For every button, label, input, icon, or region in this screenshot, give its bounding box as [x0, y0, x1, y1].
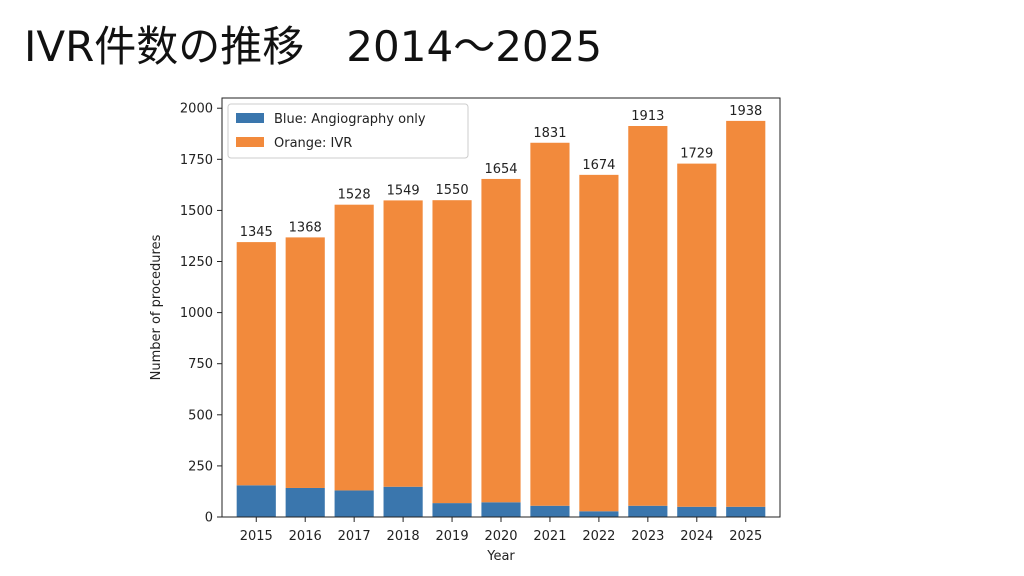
bar-angiography-2022 — [579, 511, 619, 517]
x-tick-label-2023: 2023 — [631, 529, 664, 544]
x-tick-label-2019: 2019 — [436, 529, 469, 544]
bar-ivr-2017 — [334, 204, 374, 491]
value-label-2021: 1831 — [533, 126, 566, 141]
y-tick-label: 1750 — [180, 153, 213, 168]
x-tick-label-2021: 2021 — [533, 529, 566, 544]
x-tick-label-2025: 2025 — [729, 529, 762, 544]
bar-angiography-2024 — [677, 506, 717, 517]
legend-swatch-angiography — [236, 113, 264, 123]
bar-ivr-2019 — [432, 200, 472, 504]
value-label-2020: 1654 — [484, 162, 517, 177]
bars-group — [236, 120, 766, 517]
value-label-2024: 1729 — [680, 147, 713, 162]
page-title: IVR件数の推移 2014～2025 — [24, 22, 603, 71]
bar-angiography-2020 — [481, 502, 521, 517]
axes-group: 0 250 500 750 1000 1250 1500 1750 2000 2015 2016 20… — [149, 97, 781, 564]
x-tick-label-2020: 2020 — [484, 529, 517, 544]
x-tick-label-2022: 2022 — [582, 529, 615, 544]
value-label-2017: 1528 — [338, 188, 371, 203]
x-axis-label: Year — [486, 549, 515, 564]
y-tick-label: 500 — [188, 408, 213, 423]
bar-angiography-2017 — [334, 490, 374, 517]
bar-ivr-2015 — [236, 242, 276, 486]
value-labels-group: 1345 1368 1528 1549 1550 1654 1831 1674 1913 1729… — [240, 104, 763, 240]
y-tick-label: 1250 — [180, 255, 213, 270]
bar-angiography-2025 — [726, 506, 766, 517]
bar-ivr-2024 — [677, 163, 717, 507]
legend-label-angiography: Blue: Angiography only — [274, 112, 426, 127]
value-label-2018: 1549 — [387, 183, 420, 198]
x-tick-label-2015: 2015 — [240, 529, 273, 544]
x-tick-label-2018: 2018 — [387, 529, 420, 544]
legend-box — [227, 103, 469, 159]
bar-ivr-2025 — [726, 120, 766, 507]
x-tick-label-2016: 2016 — [289, 529, 322, 544]
y-tick-label: 750 — [188, 357, 213, 372]
bar-angiography-2015 — [236, 485, 276, 517]
y-tick-label: 2000 — [180, 102, 213, 117]
value-label-2023: 1913 — [631, 109, 664, 124]
y-tick-label: 250 — [188, 459, 213, 474]
legend-swatch-ivr — [236, 137, 264, 147]
value-label-2016: 1368 — [289, 220, 322, 235]
x-tick-label-2017: 2017 — [338, 529, 371, 544]
value-label-2025: 1938 — [729, 104, 762, 119]
bar-ivr-2016 — [285, 237, 325, 488]
bar-ivr-2022 — [579, 174, 619, 512]
y-tick-label: 1500 — [180, 204, 213, 219]
value-label-2019: 1550 — [436, 183, 469, 198]
value-label-2022: 1674 — [582, 158, 615, 173]
bar-ivr-2020 — [481, 178, 521, 503]
legend-label-ivr: Orange: IVR — [274, 136, 352, 151]
bar-angiography-2023 — [628, 505, 668, 517]
bar-angiography-2021 — [530, 505, 570, 517]
bar-ivr-2021 — [530, 142, 570, 506]
y-tick-label: 0 — [205, 511, 213, 526]
bar-angiography-2018 — [383, 486, 423, 517]
x-tick-label-2024: 2024 — [680, 529, 713, 544]
legend: Blue: Angiography only Orange: IVR — [227, 103, 469, 159]
y-axis-label: Number of procedures — [149, 234, 164, 380]
value-label-2015: 1345 — [240, 225, 273, 240]
bar-angiography-2019 — [432, 503, 472, 517]
bar-ivr-2023 — [628, 126, 668, 506]
bar-angiography-2016 — [285, 487, 325, 517]
y-tick-label: 1000 — [180, 306, 213, 321]
bar-ivr-2018 — [383, 200, 423, 487]
